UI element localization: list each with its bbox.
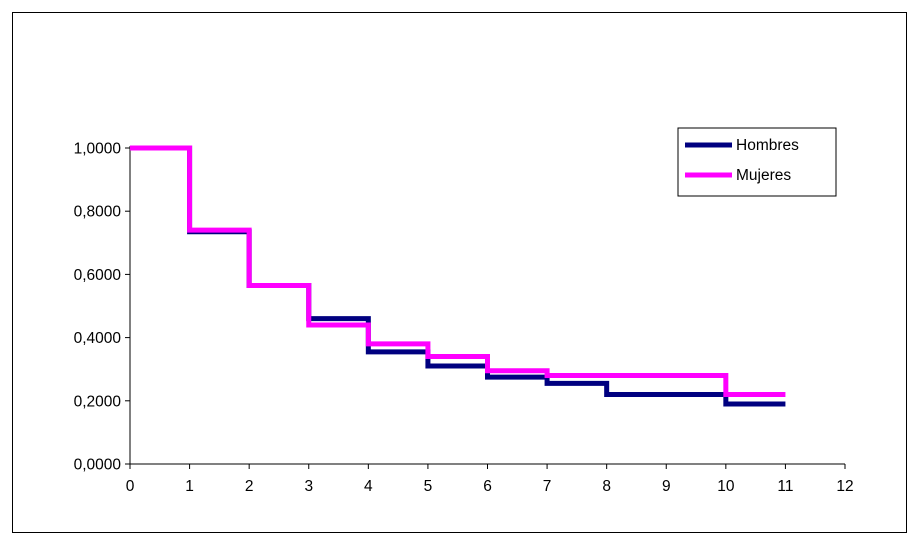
x-tick-label: 11: [777, 478, 793, 495]
y-tick-label: 0,2000: [74, 393, 122, 410]
series-layer: [130, 145, 786, 407]
series-line-mujeres: [130, 145, 786, 397]
x-tick-label: 5: [424, 478, 433, 495]
legend-box: [677, 127, 837, 197]
y-tick-label: 0,0000: [74, 457, 122, 474]
x-tick-label: 3: [304, 478, 313, 495]
x-tick-label: 12: [836, 478, 853, 495]
x-tick-label: 8: [602, 478, 611, 495]
y-tick-label: 0,6000: [74, 267, 122, 284]
x-tick-label: 0: [126, 478, 135, 495]
x-ticks: 0 1 2 3 4 5 6 7 8 9 10 11 12: [126, 464, 854, 495]
legend-label-hombres: Hombres: [736, 137, 799, 154]
legend-label-mujeres: Mujeres: [736, 167, 791, 184]
x-tick-label: 7: [543, 478, 552, 495]
x-tick-label: 2: [245, 478, 254, 495]
x-tick-label: 9: [662, 478, 671, 495]
y-tick-label: 1,0000: [74, 141, 122, 158]
x-tick-label: 10: [717, 478, 735, 495]
y-tick-label: 0,4000: [74, 330, 122, 347]
legend: Hombres Mujeres: [677, 127, 837, 197]
x-tick-label: 4: [364, 478, 373, 495]
x-tick-label: 1: [185, 478, 194, 495]
y-ticks: 0,0000 0,2000 0,4000 0,6000 0,8000 1,0000: [74, 141, 130, 474]
x-tick-label: 6: [483, 478, 492, 495]
y-tick-label: 0,8000: [74, 204, 122, 221]
